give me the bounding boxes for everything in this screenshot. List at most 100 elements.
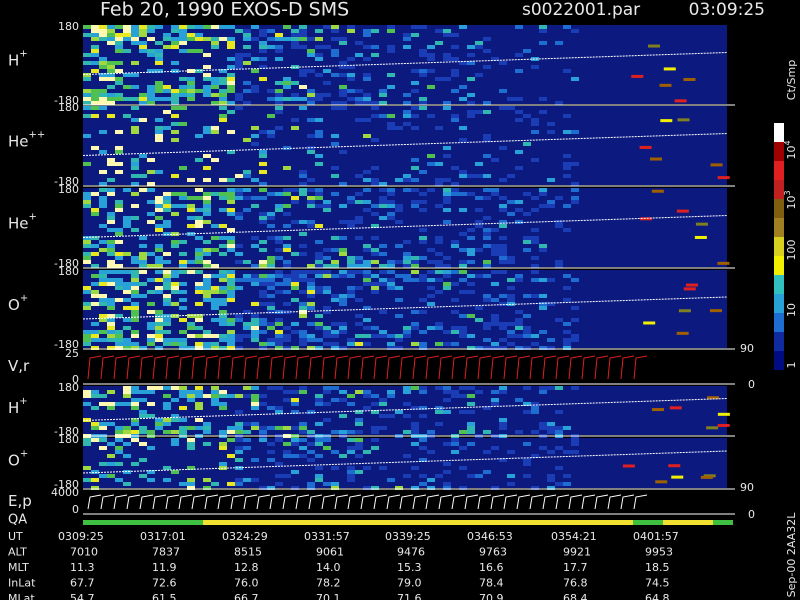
spectrogram-cell bbox=[347, 470, 355, 474]
spectrogram-cell bbox=[717, 261, 730, 265]
spectrogram-cell bbox=[195, 236, 203, 240]
spectrogram-cell bbox=[419, 25, 427, 29]
spectrogram-cell bbox=[299, 314, 307, 318]
spectrogram-cell bbox=[155, 89, 163, 93]
spectrogram-cell bbox=[651, 408, 664, 412]
spectrogram-cell bbox=[467, 174, 475, 178]
spectrogram-cell bbox=[491, 346, 499, 350]
spectrogram-cell bbox=[163, 220, 171, 224]
spectrogram-cell bbox=[195, 216, 203, 220]
spectrogram-cell bbox=[139, 236, 147, 240]
spectrogram-cell bbox=[267, 224, 275, 228]
spectrogram-cell bbox=[115, 170, 123, 174]
spectrogram-cell bbox=[315, 474, 323, 478]
spectrogram-cell bbox=[123, 338, 131, 342]
spectrogram-cell bbox=[219, 322, 227, 326]
spectrogram-cell bbox=[563, 342, 571, 346]
spectrogram-cell bbox=[235, 346, 243, 350]
spectrogram-cell bbox=[219, 274, 227, 278]
spectrogram-cell bbox=[571, 29, 579, 33]
spectrogram-cell bbox=[419, 192, 427, 196]
spectrogram-cell bbox=[307, 278, 315, 282]
spectrogram-cell bbox=[107, 61, 115, 65]
spectrogram-cell bbox=[99, 29, 107, 33]
colorbar-segment bbox=[774, 180, 784, 199]
spectrogram-cell bbox=[347, 260, 355, 264]
spectrogram-cell bbox=[171, 204, 179, 208]
spectrogram-cell bbox=[203, 282, 211, 286]
spectrogram-cell bbox=[171, 25, 179, 29]
spectrogram-cell bbox=[459, 394, 467, 398]
spectrogram-cell bbox=[203, 65, 211, 69]
spectrogram-cell bbox=[515, 150, 523, 154]
spectrogram-cell bbox=[147, 290, 155, 294]
spectrogram-cell bbox=[355, 200, 363, 204]
spectrogram-cell bbox=[515, 274, 523, 278]
spectrogram-cell bbox=[171, 244, 179, 248]
spectrogram-cell bbox=[547, 430, 555, 434]
spectrogram-cell bbox=[147, 264, 155, 268]
spectrogram-cell bbox=[411, 200, 419, 204]
spectrogram-cell bbox=[315, 204, 323, 208]
spectrogram-cell bbox=[243, 274, 251, 278]
spectrogram-cell bbox=[547, 486, 555, 490]
spectrogram-cell bbox=[155, 126, 163, 130]
axis-label: 180 bbox=[58, 101, 79, 114]
spectrogram-cell bbox=[403, 188, 411, 192]
spectrogram-cell bbox=[315, 264, 323, 268]
spectrogram-cell bbox=[83, 334, 91, 338]
spectrogram-cell bbox=[283, 236, 291, 240]
spectrogram-cell bbox=[179, 270, 187, 274]
spectrogram-cell bbox=[403, 122, 411, 126]
spectrogram-cell bbox=[387, 278, 395, 282]
spectrogram-cell bbox=[251, 126, 259, 130]
spectrogram-cell bbox=[515, 166, 523, 170]
spectrogram-cell bbox=[139, 346, 147, 350]
spectrogram-cell bbox=[203, 278, 211, 282]
spectrogram-cell bbox=[155, 97, 163, 101]
row-header: UT bbox=[8, 530, 23, 543]
spectrogram-cell bbox=[251, 85, 259, 89]
spectrogram-cell bbox=[163, 402, 171, 406]
spectrogram-cell bbox=[115, 208, 123, 212]
spectrogram-cell bbox=[395, 298, 403, 302]
spectrogram-cell bbox=[251, 326, 259, 330]
spectrogram-cell bbox=[115, 462, 123, 466]
spectrogram-cell bbox=[571, 318, 579, 322]
spectrogram-cell bbox=[147, 158, 155, 162]
spectrogram-cell bbox=[331, 73, 339, 77]
spectrogram-cell bbox=[707, 396, 720, 400]
spectrogram-cell bbox=[275, 81, 283, 85]
spectrogram-cell bbox=[163, 342, 171, 346]
spectrogram-cell bbox=[403, 386, 411, 390]
spectrogram-cell bbox=[523, 326, 531, 330]
spectrogram-cell bbox=[99, 294, 107, 298]
spectrogram-cell bbox=[571, 442, 579, 446]
spectrogram-cell bbox=[195, 390, 203, 394]
spectrogram-cell bbox=[275, 406, 283, 410]
spectrogram-cell bbox=[685, 283, 698, 287]
spectrogram-cell bbox=[123, 33, 131, 37]
spectrogram-cell bbox=[355, 174, 363, 178]
axis-label: -180 bbox=[54, 175, 79, 188]
spectrogram-cell bbox=[411, 310, 419, 314]
spectrogram-cell bbox=[451, 57, 459, 61]
spectrogram-cell bbox=[411, 33, 419, 37]
spectrogram-cell bbox=[259, 65, 267, 69]
spectrogram-cell bbox=[315, 394, 323, 398]
spectrogram-cell bbox=[387, 342, 395, 346]
spectrogram-cell bbox=[467, 282, 475, 286]
spectrogram-cell bbox=[283, 442, 291, 446]
spectrogram-cell bbox=[571, 338, 579, 342]
spectrogram-cell bbox=[539, 29, 547, 33]
spectrogram-cell bbox=[155, 260, 163, 264]
spectrogram-cell bbox=[507, 450, 515, 454]
spectrogram-cell bbox=[139, 260, 147, 264]
spectrogram-cell bbox=[451, 450, 459, 454]
spectrogram-cell bbox=[499, 204, 507, 208]
spectrogram-cell bbox=[323, 264, 331, 268]
spectrogram-cell bbox=[227, 188, 235, 192]
spectrogram-cell bbox=[435, 422, 443, 426]
colorbar-segment bbox=[774, 161, 784, 180]
spectrogram-cell bbox=[371, 236, 379, 240]
